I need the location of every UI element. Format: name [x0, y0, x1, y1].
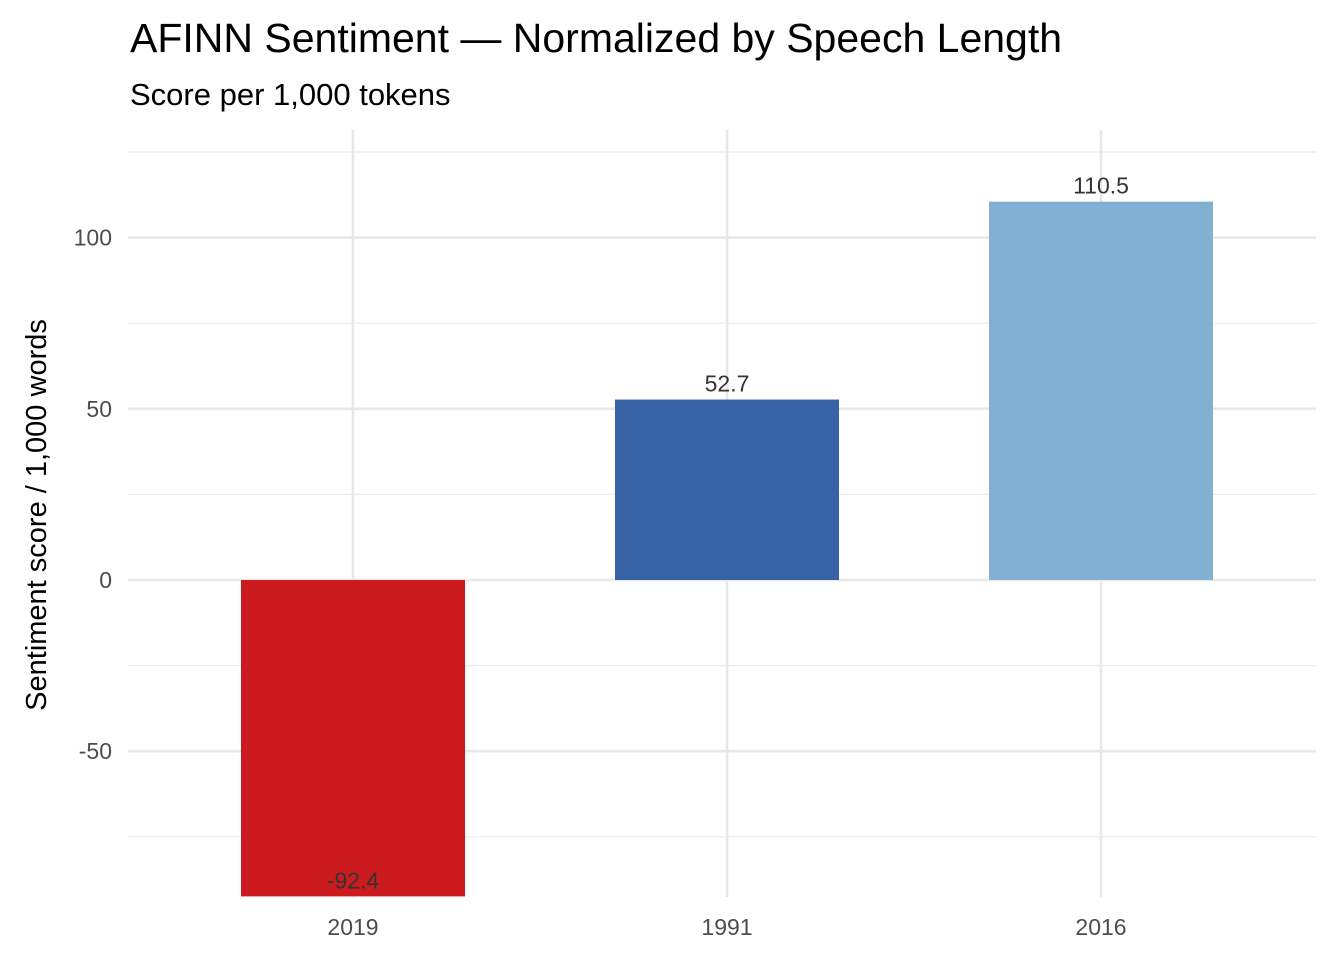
bar-2019 [241, 580, 465, 897]
chart-subtitle: Score per 1,000 tokens [130, 77, 451, 112]
bar-value-label: 110.5 [1073, 173, 1129, 199]
bar-value-labels: -92.4 52.7 110.5 [327, 173, 1129, 894]
bar-value-label: 52.7 [705, 371, 750, 397]
x-axis-ticks: 2019 1991 2016 [327, 914, 1126, 940]
bar-value-label: -92.4 [327, 867, 380, 893]
x-tick-label: 2016 [1075, 914, 1126, 940]
y-tick-label: 100 [74, 225, 112, 251]
y-axis-ticks: -50 0 50 100 [74, 225, 112, 765]
bar-2016 [989, 201, 1213, 580]
bars [241, 201, 1213, 897]
y-tick-label: -50 [79, 738, 112, 764]
y-tick-label: 0 [99, 567, 112, 593]
chart-title: AFINN Sentiment — Normalized by Speech L… [130, 15, 1062, 61]
x-tick-label: 1991 [701, 914, 752, 940]
y-axis-label: Sentiment score / 1,000 words [21, 319, 53, 711]
x-tick-label: 2019 [327, 914, 378, 940]
bar-1991 [615, 399, 839, 580]
y-tick-label: 50 [86, 396, 112, 422]
